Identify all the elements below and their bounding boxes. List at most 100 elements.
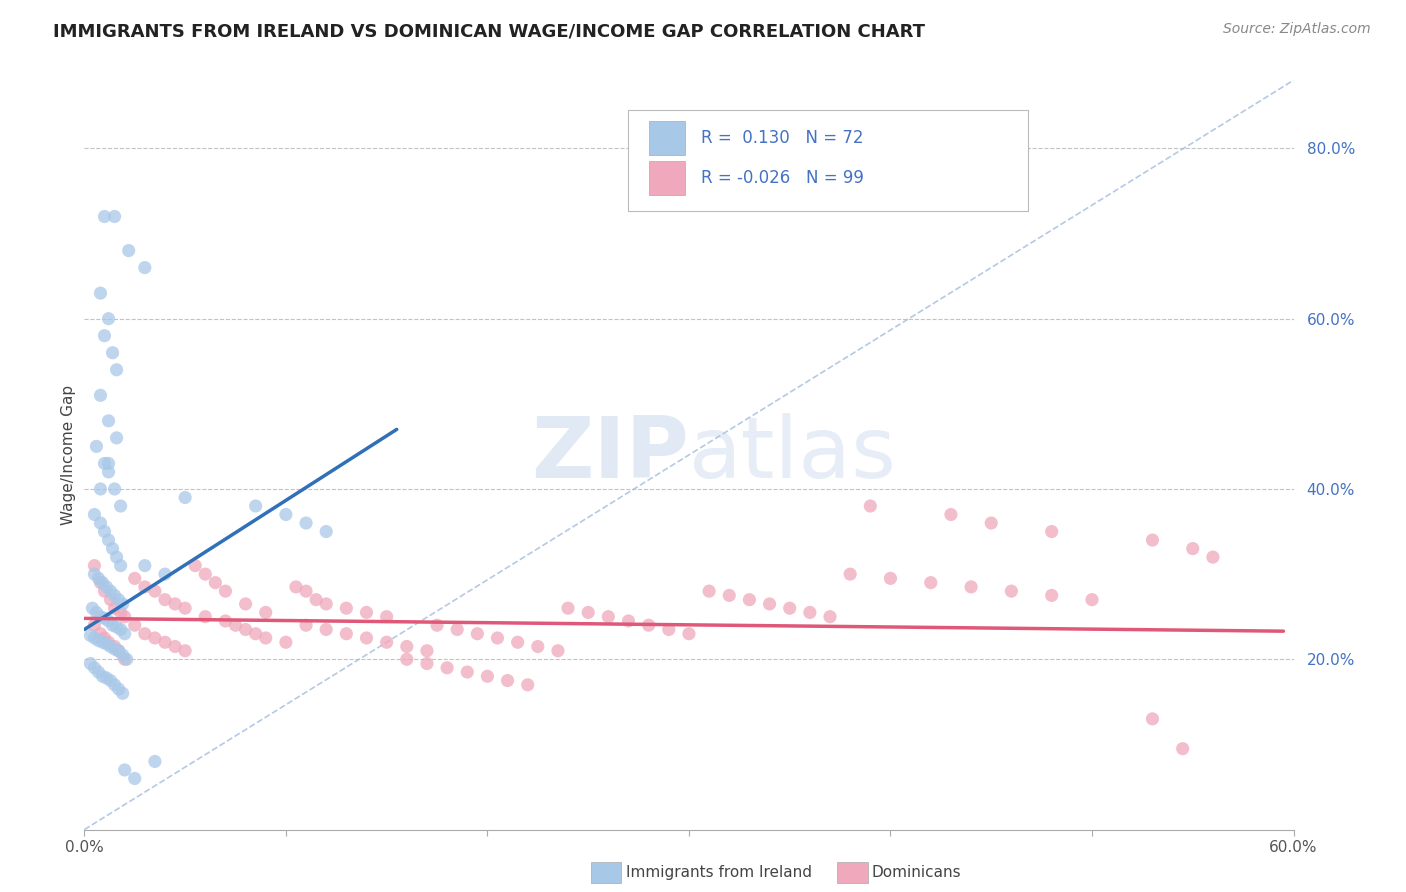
Point [245,626,267,640]
Point [375,635,398,649]
Point [1171,741,1194,756]
Point [89,482,111,496]
Point [83,558,105,573]
Point [104,601,127,615]
Point [104,678,127,692]
Point [496,673,519,688]
Point [960,580,983,594]
Point [335,626,357,640]
Point [97,465,120,479]
Point [153,592,176,607]
Point [83,508,105,522]
Point [118,244,141,258]
Point [658,623,681,637]
Point [315,524,337,539]
FancyBboxPatch shape [628,111,1028,211]
Point [97,457,120,471]
Point [799,606,821,620]
Point [101,541,124,556]
Point [527,640,550,654]
Point [194,609,217,624]
Point [174,491,197,505]
Point [165,640,187,654]
Point [93,524,115,539]
Point [104,589,127,603]
Point [174,644,197,658]
Point [86,606,108,620]
Point [97,311,120,326]
Point [87,665,110,679]
Point [91,575,114,590]
Point [295,584,318,599]
Point [105,550,128,565]
Point [134,260,156,275]
Point [89,516,111,530]
Point [89,286,111,301]
Point [97,414,120,428]
Point [557,601,579,615]
Point [295,516,318,530]
Point [105,431,128,445]
Point [97,533,120,547]
Point [254,631,277,645]
Point [87,571,110,585]
Point [115,652,138,666]
Point [467,626,489,640]
Point [107,592,129,607]
Point [204,575,226,590]
Point [83,631,105,645]
Point [426,618,449,632]
Point [111,648,134,662]
Point [93,210,115,224]
Point [1142,712,1164,726]
Text: ZIP: ZIP [531,413,689,497]
Point [446,623,468,637]
FancyBboxPatch shape [650,161,685,194]
Point [194,567,217,582]
Point [87,633,110,648]
Point [416,657,439,671]
Point [93,611,115,625]
Point [97,635,120,649]
Point [93,457,115,471]
Point [86,439,108,453]
Point [697,584,720,599]
Point [1202,550,1225,565]
Point [153,635,176,649]
Point [356,606,378,620]
FancyBboxPatch shape [650,121,685,155]
Point [718,589,741,603]
Point [235,623,257,637]
Point [235,597,257,611]
Point [100,640,122,654]
Point [818,609,841,624]
Point [315,623,337,637]
Point [107,681,129,696]
Point [285,580,308,594]
Point [104,482,127,496]
Point [839,567,862,582]
Point [91,635,114,649]
Point [274,508,297,522]
Point [184,558,207,573]
Point [104,642,127,657]
Point [101,345,124,359]
Point [356,631,378,645]
Point [879,571,901,585]
Point [506,635,529,649]
Point [89,609,111,624]
Point [83,567,105,582]
Point [100,673,122,688]
Point [110,606,132,620]
Point [107,644,129,658]
Point [110,623,132,637]
Point [939,508,962,522]
Text: Immigrants from Ireland: Immigrants from Ireland [626,865,811,880]
Point [1142,533,1164,547]
Point [104,640,127,654]
Point [134,626,156,640]
Point [153,567,176,582]
Point [134,580,156,594]
Point [101,618,124,632]
Point [214,614,236,628]
